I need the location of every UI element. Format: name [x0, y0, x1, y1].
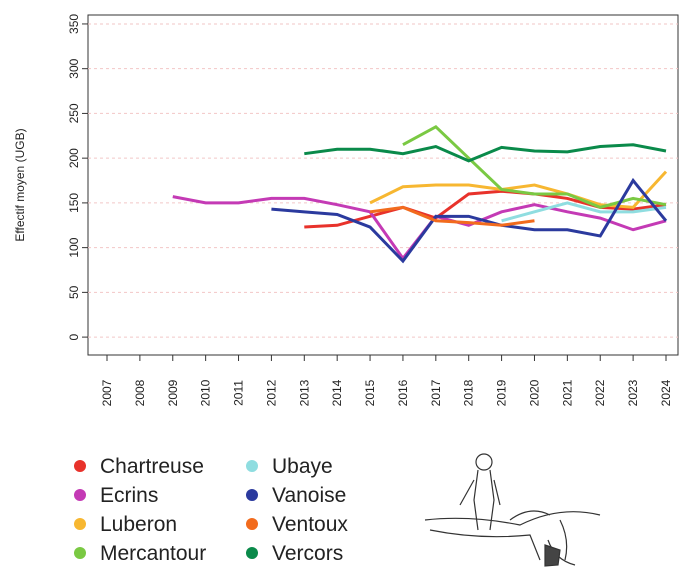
- x-tick-label: 2020: [527, 379, 541, 406]
- legend-label: Ecrins: [100, 484, 158, 507]
- legend-marker: [246, 489, 258, 501]
- x-tick-label: 2024: [659, 379, 673, 406]
- legend-label: Mercantour: [100, 542, 206, 565]
- x-tick-label: 2023: [626, 379, 640, 406]
- y-tick-label: 200: [67, 148, 81, 168]
- x-tick-label: 2019: [495, 379, 509, 406]
- legend-label: Ubaye: [272, 455, 333, 478]
- x-tick-label: 2010: [199, 379, 213, 406]
- y-tick-label: 50: [67, 285, 81, 299]
- legend-marker: [74, 460, 86, 472]
- x-tick-label: 2015: [363, 379, 377, 406]
- legend-marker: [246, 518, 258, 530]
- x-tick-label: 2018: [462, 379, 476, 406]
- x-tick-label: 2021: [560, 379, 574, 406]
- plot-frame: [88, 15, 678, 355]
- legend-marker: [74, 518, 86, 530]
- x-tick-label: 2011: [232, 380, 246, 406]
- y-tick-label: 0: [67, 333, 81, 340]
- legend-marker: [74, 489, 86, 501]
- y-tick-label: 150: [67, 193, 81, 213]
- legend-marker: [246, 547, 258, 559]
- y-tick-label: 350: [67, 14, 81, 34]
- legend-label: Chartreuse: [100, 455, 204, 478]
- x-tick-label: 2016: [396, 379, 410, 406]
- y-axis-label: Effectif moyen (UGB): [13, 128, 27, 241]
- legend-label: Vercors: [272, 542, 343, 565]
- y-tick-label: 250: [67, 103, 81, 123]
- legend-label: Luberon: [100, 513, 177, 536]
- x-tick-label: 2022: [593, 379, 607, 406]
- legend-marker: [74, 547, 86, 559]
- y-tick-label: 100: [67, 237, 81, 257]
- legend-label: Vanoise: [272, 484, 346, 507]
- legend-label: Ventoux: [272, 513, 348, 536]
- x-tick-label: 2008: [133, 379, 147, 406]
- legend-marker: [246, 460, 258, 472]
- sketch: [425, 454, 600, 566]
- series-line: [403, 127, 666, 208]
- x-tick-label: 2009: [166, 379, 180, 406]
- chart: Effectif moyen (UGB) 0 50 100 150 200 250 300 3…: [0, 0, 681, 574]
- x-tick-label: 2012: [264, 379, 278, 406]
- x-tick-label: 2014: [330, 379, 344, 406]
- y-tick-label: 300: [67, 58, 81, 78]
- x-tick-label: 2013: [297, 379, 311, 406]
- x-tick-label: 2007: [100, 379, 114, 406]
- x-tick-label: 2017: [429, 379, 443, 406]
